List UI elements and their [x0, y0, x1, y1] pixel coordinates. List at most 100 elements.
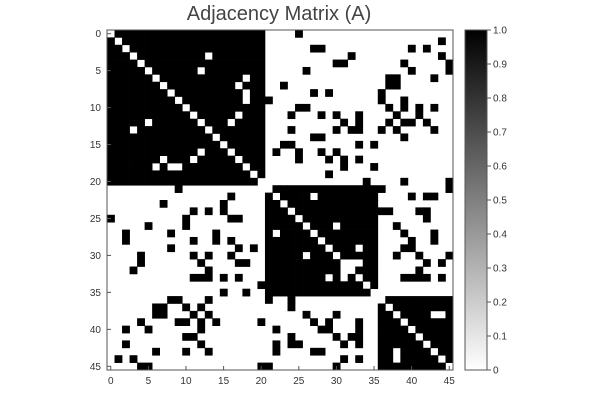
- matrix-cell: [189, 81, 198, 90]
- matrix-cell: [114, 163, 123, 171]
- matrix-cell: [122, 126, 130, 134]
- matrix-cell: [340, 185, 349, 193]
- matrix-cell: [227, 111, 236, 120]
- matrix-cell: [204, 118, 213, 127]
- matrix-cell: [219, 155, 228, 164]
- matrix-cell: [204, 59, 213, 68]
- matrix-cell: [445, 333, 454, 341]
- matrix-cell: [257, 281, 266, 290]
- matrix-cell: [272, 347, 281, 356]
- matrix-cell: [137, 81, 145, 90]
- matrix-cell: [182, 170, 191, 179]
- matrix-cell: [197, 273, 206, 282]
- matrix-cell: [122, 236, 130, 245]
- matrix-cell: [204, 347, 213, 356]
- matrix-cell: [249, 118, 258, 127]
- matrix-cell: [167, 30, 176, 38]
- matrix-cell: [197, 44, 206, 53]
- matrix-cell: [227, 52, 236, 60]
- matrix-cell: [227, 236, 236, 245]
- matrix-cell: [137, 170, 145, 179]
- matrix-cell: [129, 133, 138, 142]
- matrix-cell: [249, 37, 258, 46]
- matrix-cell: [422, 325, 431, 334]
- matrix-cell: [377, 347, 386, 356]
- matrix-cell: [302, 185, 311, 193]
- matrix-cell: [295, 340, 303, 349]
- matrix-cell: [219, 74, 228, 83]
- matrix-cell: [340, 281, 349, 290]
- matrix-cell: [249, 111, 258, 120]
- matrix-cell: [310, 266, 318, 275]
- matrix-cell: [159, 148, 168, 156]
- matrix-cell: [295, 229, 303, 238]
- matrix-cell: [295, 244, 303, 253]
- matrix-cell: [197, 30, 206, 38]
- matrix-cell: [310, 251, 318, 260]
- matrix-cell: [189, 236, 198, 245]
- matrix-cell: [114, 96, 123, 105]
- matrix-cell: [257, 140, 266, 149]
- matrix-cell: [137, 30, 145, 38]
- matrix-cell: [362, 259, 371, 267]
- matrix-cell: [114, 89, 123, 97]
- matrix-cell: [264, 251, 273, 260]
- matrix-cell: [167, 37, 176, 46]
- matrix-cell: [355, 118, 364, 127]
- matrix-cell: [122, 118, 130, 127]
- matrix-cell: [287, 192, 296, 201]
- matrix-cell: [287, 333, 296, 341]
- matrix-cell: [317, 288, 326, 297]
- matrix-cell: [129, 74, 138, 83]
- matrix-cell: [280, 259, 288, 267]
- matrix-cell: [437, 273, 446, 282]
- matrix-cell: [340, 118, 349, 127]
- matrix-cell: [355, 229, 364, 238]
- matrix-cell: [407, 273, 416, 282]
- matrix-cell: [295, 273, 303, 282]
- matrix-cell: [249, 52, 258, 60]
- matrix-cell: [167, 111, 176, 120]
- matrix-cell: [197, 52, 206, 60]
- matrix-cell: [385, 325, 394, 334]
- matrix-cell: [400, 177, 409, 186]
- matrix-cell: [272, 281, 281, 290]
- matrix-cell: [152, 66, 160, 75]
- matrix-cell: [340, 355, 349, 363]
- matrix-cell: [332, 214, 341, 223]
- matrix-cell: [264, 222, 273, 230]
- matrix-cell: [212, 126, 221, 134]
- matrix-cell: [129, 355, 138, 363]
- matrix-cell: [422, 214, 431, 223]
- matrix-cell: [430, 318, 439, 326]
- matrix-cell: [144, 177, 153, 186]
- matrix-cell: [310, 214, 318, 223]
- matrix-cell: [159, 170, 168, 179]
- matrix-cell: [189, 273, 198, 282]
- y-tick-label: 5: [95, 66, 101, 77]
- matrix-cell: [159, 140, 168, 149]
- matrix-cell: [249, 155, 258, 164]
- x-tick-label: 35: [368, 376, 380, 387]
- matrix-cell: [144, 140, 153, 149]
- matrix-cell: [152, 37, 160, 46]
- matrix-cell: [325, 200, 333, 208]
- matrix-cell: [347, 192, 356, 201]
- matrix-cell: [287, 303, 296, 312]
- matrix-cell: [422, 355, 431, 363]
- matrix-cell: [182, 222, 191, 230]
- chart-title: Adjacency Matrix (A): [187, 3, 372, 25]
- matrix-cell: [415, 362, 424, 371]
- matrix-cell: [144, 96, 153, 105]
- matrix-cell: [385, 81, 394, 90]
- matrix-cell: [325, 185, 333, 193]
- matrix-cell: [234, 66, 243, 75]
- matrix-cell: [197, 140, 206, 149]
- matrix-cell: [204, 273, 213, 282]
- matrix-cell: [325, 222, 333, 230]
- matrix-cell: [437, 296, 446, 304]
- matrix-cell: [287, 340, 296, 349]
- matrix-cell: [415, 266, 424, 275]
- matrix-cell: [159, 303, 168, 312]
- matrix-cell: [159, 30, 168, 38]
